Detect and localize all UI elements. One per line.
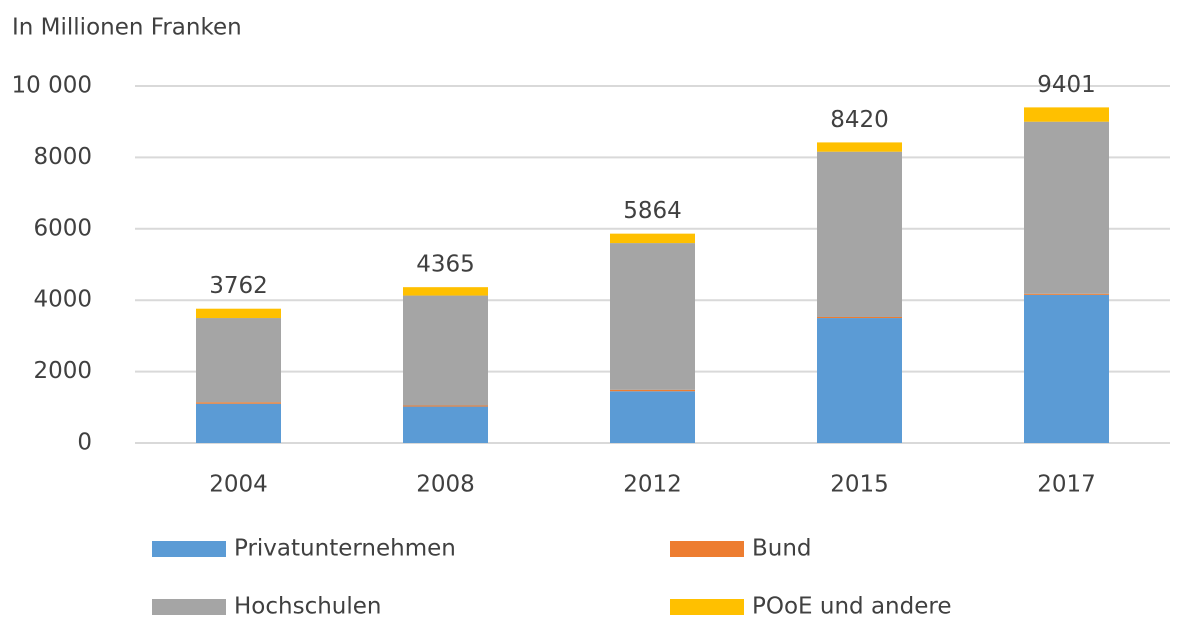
bar-segment bbox=[817, 318, 902, 443]
legend-swatch bbox=[152, 541, 226, 557]
legend-label: Privatunternehmen bbox=[234, 536, 456, 562]
legend-label: POoE und andere bbox=[752, 594, 951, 620]
chart-subtitle: In Millionen Franken bbox=[12, 15, 242, 41]
total-label: 9401 bbox=[1037, 72, 1096, 98]
legend-swatch bbox=[670, 541, 744, 557]
bar-segment bbox=[1024, 121, 1109, 294]
bar-segment bbox=[196, 318, 281, 403]
bar-segment bbox=[1024, 293, 1109, 295]
bar-segment bbox=[610, 389, 695, 392]
bar-segment bbox=[403, 406, 488, 443]
y-tick-label: 2000 bbox=[33, 358, 92, 384]
bar-segment bbox=[1024, 107, 1109, 122]
bar-segment bbox=[817, 151, 902, 317]
y-tick-label: 8000 bbox=[33, 144, 92, 170]
x-tick-label: 2017 bbox=[1037, 472, 1096, 498]
bar-segment bbox=[196, 403, 281, 443]
total-label: 3762 bbox=[209, 273, 268, 299]
total-label: 8420 bbox=[830, 107, 889, 133]
y-tick-label: 4000 bbox=[33, 287, 92, 313]
x-tick-label: 2004 bbox=[209, 472, 268, 498]
legend-swatch bbox=[670, 599, 744, 615]
legend-swatch bbox=[152, 599, 226, 615]
bar-segment bbox=[196, 308, 281, 319]
bar-segment bbox=[196, 402, 281, 404]
x-tick-label: 2015 bbox=[830, 472, 889, 498]
x-tick-label: 2008 bbox=[416, 472, 475, 498]
y-tick-label: 6000 bbox=[33, 215, 92, 241]
total-label: 5864 bbox=[623, 198, 682, 224]
y-tick-label: 10 000 bbox=[12, 73, 92, 99]
legend-label: Hochschulen bbox=[234, 594, 382, 620]
x-tick-label: 2012 bbox=[623, 472, 682, 498]
bar-segment bbox=[403, 405, 488, 407]
bar-segment bbox=[610, 233, 695, 244]
total-label: 4365 bbox=[416, 252, 475, 278]
bar-segment bbox=[403, 287, 488, 296]
bar-segment bbox=[817, 316, 902, 319]
bar-segment bbox=[1024, 294, 1109, 443]
bar-segment bbox=[403, 295, 488, 406]
y-tick-label: 0 bbox=[77, 430, 92, 456]
bar-segment bbox=[817, 142, 902, 152]
bar-segment bbox=[610, 391, 695, 443]
legend-label: Bund bbox=[752, 536, 812, 562]
bar-segment bbox=[610, 243, 695, 390]
